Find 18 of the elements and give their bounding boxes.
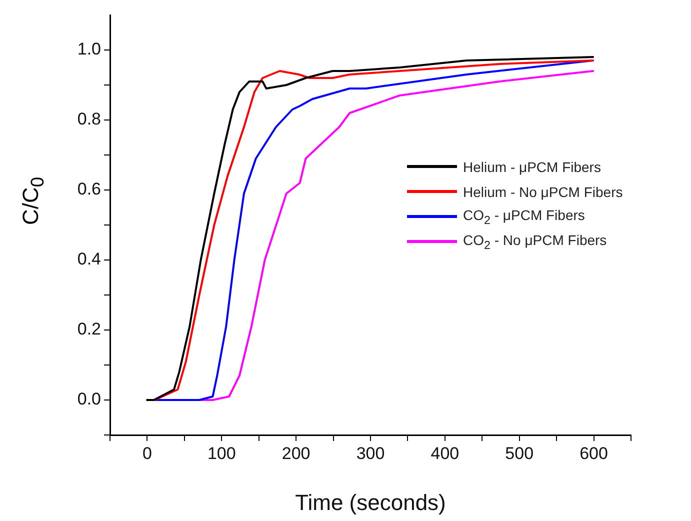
x-tick-label: 200: [282, 444, 310, 463]
y-tick-label: 0.2: [77, 320, 101, 339]
y-tick-label: 0.8: [77, 110, 101, 129]
legend-label: CO$_{2}$ - No μPCM Fibers: [463, 232, 607, 252]
x-tick-label: 600: [580, 444, 608, 463]
y-tick-label: 0.4: [77, 250, 101, 269]
x-tick-label: 300: [356, 444, 385, 463]
x-tick-label: 0: [142, 444, 152, 463]
y-tick-label: 0.6: [77, 180, 101, 199]
legend-label: Helium - No μPCM Fibers: [463, 184, 623, 200]
y-tick-label: 0.0: [77, 390, 101, 409]
x-tick-label: 400: [430, 444, 460, 463]
legend-label: Helium - μPCM Fibers: [463, 158, 601, 174]
x-tick-label: 100: [207, 444, 236, 463]
legend-label: CO$_{2}$ - μPCM Fibers: [463, 206, 585, 226]
x-tick-label: 500: [505, 444, 534, 463]
y-tick-label: 1.0: [77, 40, 101, 59]
x-axis-title: Time (seconds): [295, 490, 446, 515]
